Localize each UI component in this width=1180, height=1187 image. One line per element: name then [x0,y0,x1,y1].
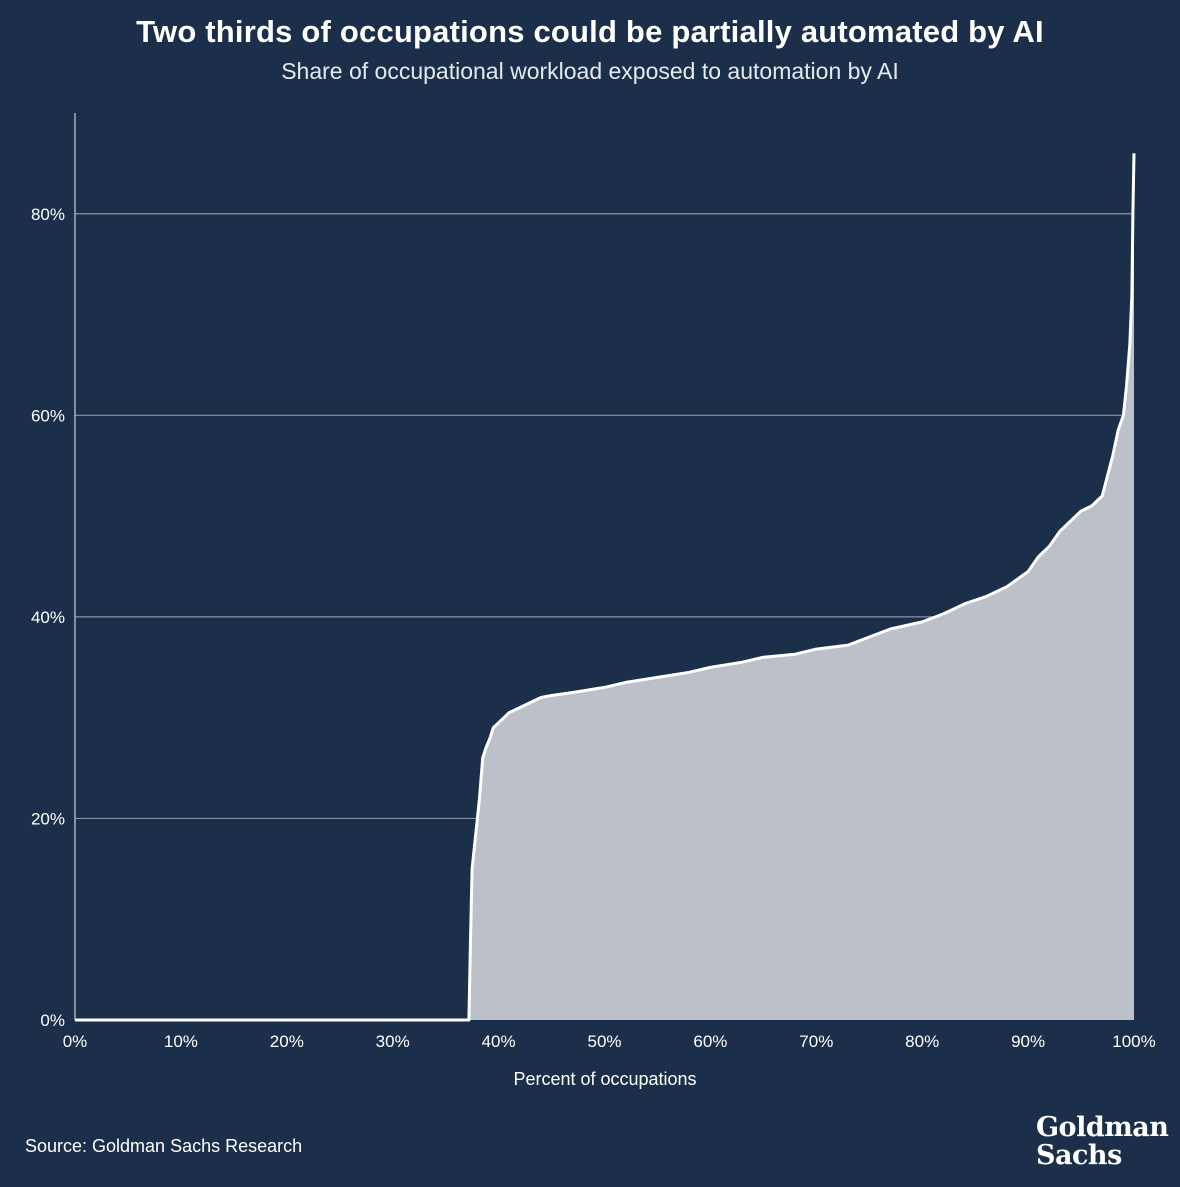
y-tick-labels: 0% 20% 40% 60% 80% [31,205,65,1030]
x-tick-labels: 0% 10% 20% 30% 40% 50% 60% 70% 80% 90% 100% [63,1032,1156,1051]
y-tick-label: 20% [31,809,65,828]
x-tick-label: 80% [905,1032,939,1051]
y-tick-label: 60% [31,406,65,425]
x-tick-label: 50% [587,1032,621,1051]
x-tick-label: 40% [482,1032,516,1051]
y-tick-label: 80% [31,205,65,224]
area-fill [75,153,1134,1021]
source-note: Source: Goldman Sachs Research [25,1136,303,1156]
x-tick-label: 60% [693,1032,727,1051]
x-tick-label: 100% [1112,1032,1155,1051]
goldman-sachs-logo: Goldman Sachs [1036,1112,1169,1171]
y-tick-label: 0% [40,1011,65,1030]
chart-title: Two thirds of occupations could be parti… [136,14,1044,49]
x-tick-label: 30% [376,1032,410,1051]
x-tick-label: 90% [1011,1032,1045,1051]
x-tick-label: 0% [63,1032,88,1051]
series-line [75,153,1136,1022]
x-axis-label: Percent of occupations [513,1069,696,1089]
x-tick-label: 10% [164,1032,198,1051]
logo-line-2: Sachs [1036,1140,1122,1171]
x-tick-label: 70% [799,1032,833,1051]
chart-subtitle: Share of occupational workload exposed t… [281,58,899,84]
y-tick-label: 40% [31,608,65,627]
logo-line-1: Goldman [1036,1112,1169,1143]
x-tick-label: 20% [270,1032,304,1051]
